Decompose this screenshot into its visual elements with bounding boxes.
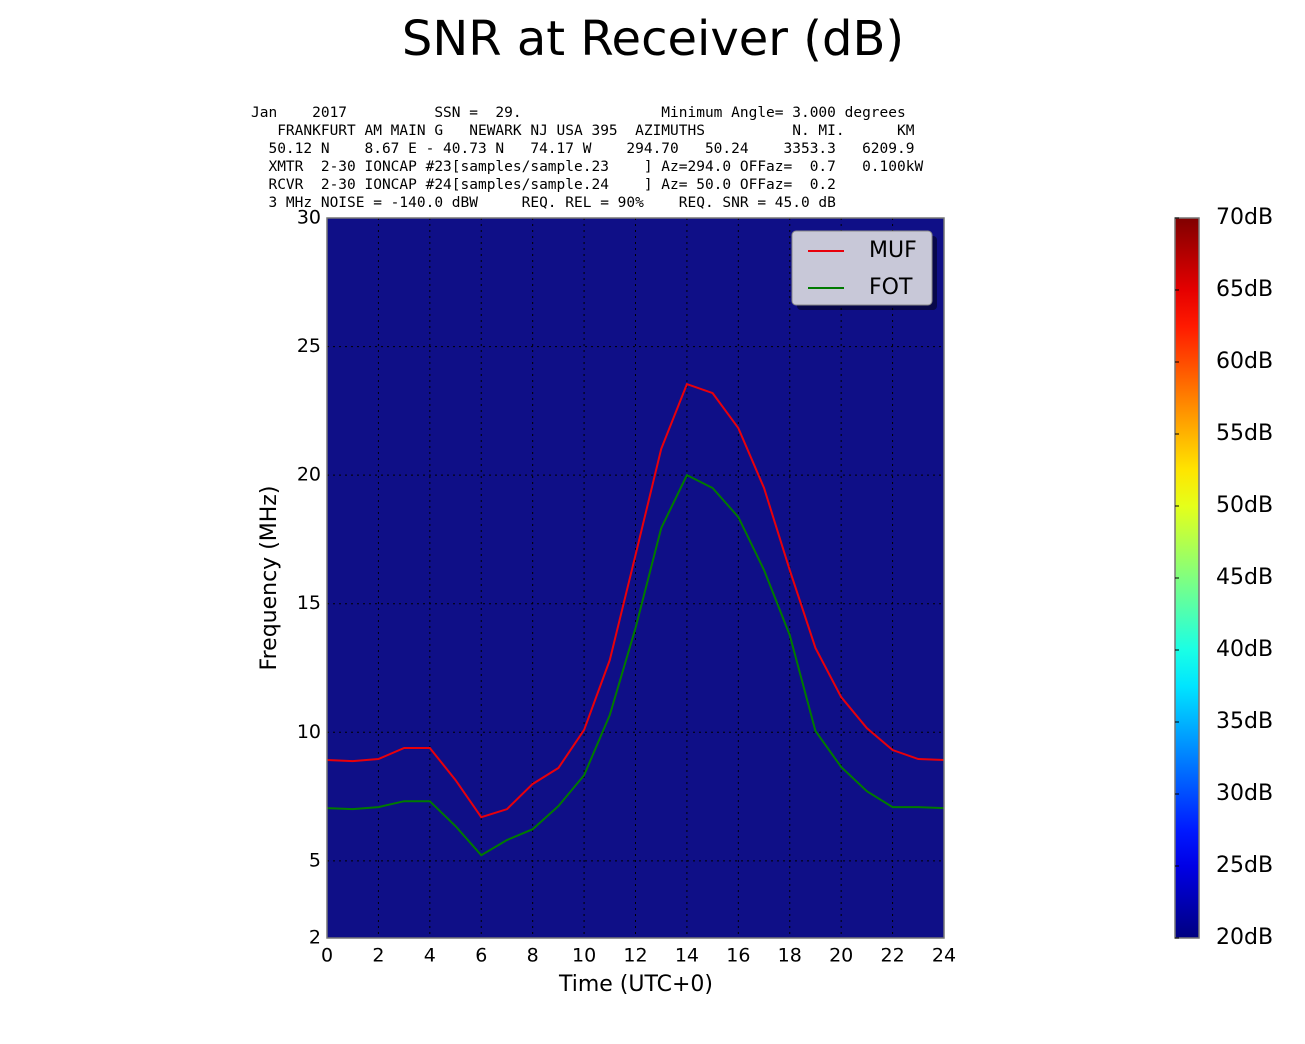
y-tick-label: 2 — [309, 927, 321, 949]
line-series — [326, 382, 945, 819]
y-tick-label: 5 — [309, 849, 321, 871]
x-tick-label: 22 — [880, 945, 904, 967]
legend-box — [791, 230, 933, 306]
y-tick-label: 20 — [297, 464, 321, 486]
x-tick-label: 10 — [572, 945, 596, 967]
colorbar-tick-label: 20dB — [1216, 925, 1273, 950]
colorbar-tick-label: 65dB — [1216, 277, 1273, 302]
x-tick-label: 18 — [778, 945, 802, 967]
x-tick-label: 14 — [675, 945, 699, 967]
x-tick-label: 12 — [623, 945, 647, 967]
x-tick-label: 20 — [829, 945, 853, 967]
colorbar-tick-label: 35dB — [1216, 709, 1273, 734]
y-tick-label: 25 — [297, 335, 321, 357]
colorbar-tick-label: 45dB — [1216, 565, 1273, 590]
header-line: 3 MHz NOISE = -140.0 dBW REQ. REL = 90% … — [251, 195, 836, 211]
colorbar-tick-label: 25dB — [1216, 853, 1273, 878]
plot-frame — [326, 217, 945, 939]
header-line: RCVR 2-30 IONCAP #24[samples/sample.24 ]… — [251, 177, 836, 193]
colorbar-tick-label: 50dB — [1216, 493, 1273, 518]
line-series — [326, 473, 945, 857]
y-axis-label: Frequency (MHz) — [257, 486, 282, 671]
y-tick-label: 10 — [297, 721, 321, 743]
x-tick-label: 16 — [726, 945, 750, 967]
colorbar-tick-label: 55dB — [1216, 421, 1273, 446]
x-tick-label: 4 — [424, 945, 436, 967]
x-axis-label: Time (UTC+0) — [558, 972, 713, 997]
x-tick-label: 0 — [321, 945, 333, 967]
x-tick-label: 6 — [475, 945, 487, 967]
header-line: Jan 2017 SSN = 29. Minimum Angle= 3.000 … — [251, 105, 906, 121]
y-tick-label: 30 — [297, 207, 321, 229]
x-tick-label: 24 — [932, 945, 956, 967]
colorbar-tick-label: 30dB — [1216, 781, 1273, 806]
colorbar-tick-label: 70dB — [1216, 205, 1273, 230]
header-line: XMTR 2-30 IONCAP #23[samples/sample.23 ]… — [251, 159, 923, 175]
legend-label: MUF — [869, 238, 917, 263]
colorbar-tick-label: 60dB — [1216, 349, 1273, 374]
legend-label: FOT — [869, 275, 913, 300]
x-tick-label: 2 — [372, 945, 384, 967]
chart-title: SNR at Receiver (dB) — [402, 11, 904, 67]
x-tick-label: 8 — [527, 945, 539, 967]
y-tick-label: 15 — [297, 592, 321, 614]
header-line: FRANKFURT AM MAIN G NEWARK NJ USA 395 AZ… — [251, 123, 915, 139]
colorbar-tick-label: 40dB — [1216, 637, 1273, 662]
header-line: 50.12 N 8.67 E - 40.73 N 74.17 W 294.70 … — [251, 141, 914, 157]
